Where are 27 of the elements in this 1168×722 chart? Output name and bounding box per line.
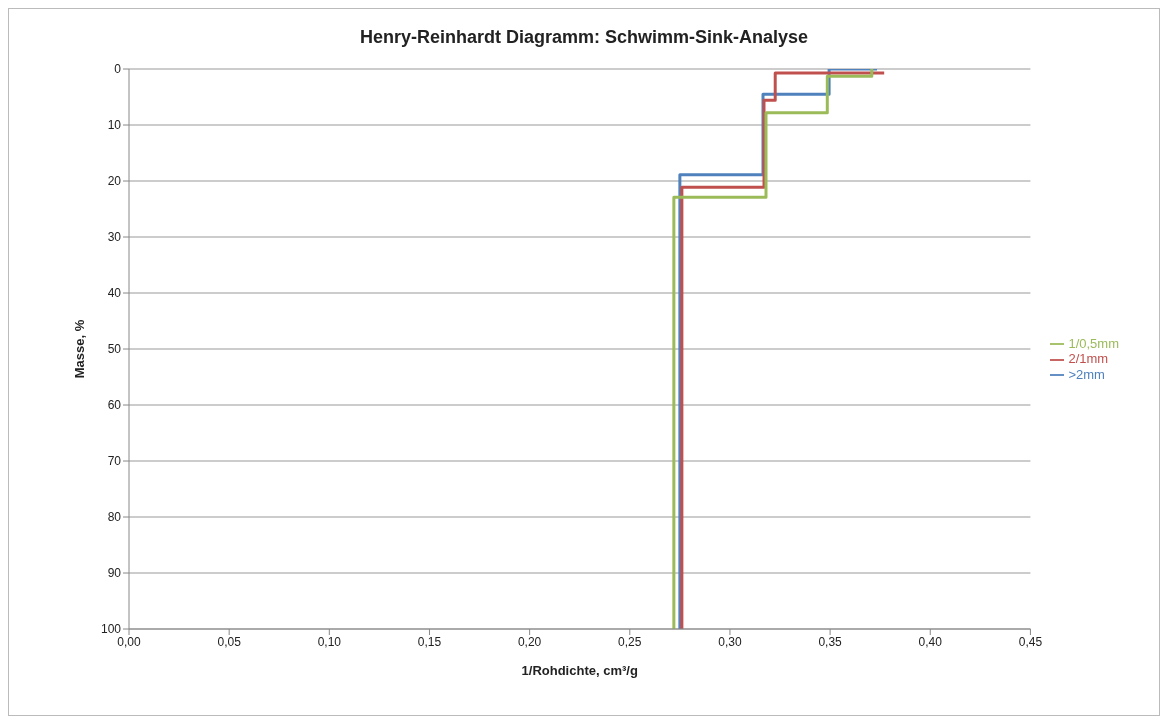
y-tick-label: 90 — [107, 566, 122, 581]
y-tick-label: 20 — [107, 174, 122, 189]
x-tick-label: 0,45 — [1018, 634, 1043, 649]
x-tick-label: 0,15 — [417, 634, 442, 649]
y-tick-label: 0 — [114, 62, 122, 77]
x-tick-label: 0,40 — [918, 634, 943, 649]
y-tick-label: 70 — [107, 454, 122, 469]
y-tick-label: 50 — [107, 342, 122, 357]
x-tick-label: 0,10 — [317, 634, 342, 649]
y-tick-label: 40 — [107, 286, 122, 301]
x-axis-title: 1/Rohdichte, cm³/g — [521, 663, 638, 678]
y-tick-label: 100 — [100, 622, 122, 637]
y-tick-label: 10 — [107, 118, 122, 133]
y-axis-title: Masse, % — [71, 319, 87, 379]
x-tick-label: 0,30 — [718, 634, 742, 649]
legend-label: 2/1mm — [1068, 351, 1109, 367]
x-tick-label: 0,25 — [618, 634, 642, 649]
y-tick-label: 30 — [107, 230, 122, 245]
x-tick-label: 0,20 — [517, 634, 542, 649]
x-tick-label: 0,00 — [117, 634, 141, 649]
y-tick-label: 60 — [107, 398, 122, 413]
legend-label: 1/0,5mm — [1068, 335, 1119, 351]
x-tick-label: 0,05 — [217, 634, 242, 649]
y-tick-label: 80 — [107, 510, 122, 525]
legend-label: >2mm — [1068, 366, 1105, 382]
chart-title: Henry-Reinhardt Diagramm: Schwimm-Sink-Analyse — [358, 27, 810, 48]
x-tick-label: 0,35 — [818, 634, 843, 649]
